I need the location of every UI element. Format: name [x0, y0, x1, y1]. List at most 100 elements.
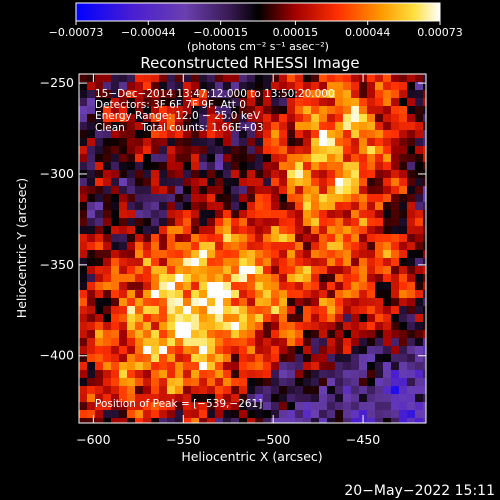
heatmap-cell [327, 346, 336, 355]
heatmap-cell [143, 98, 152, 107]
heatmap-cell [279, 290, 288, 299]
heatmap-cell [335, 290, 344, 299]
heatmap-cell [279, 218, 288, 227]
heatmap-cell [239, 394, 248, 403]
heatmap-cell [399, 338, 408, 347]
heatmap-cell [351, 378, 360, 387]
heatmap-cell [127, 234, 136, 243]
heatmap-cell [111, 418, 120, 423]
heatmap-cell [159, 306, 168, 315]
heatmap-cell [351, 114, 360, 123]
heatmap-cell [271, 242, 280, 251]
heatmap-cell [375, 290, 384, 299]
heatmap-cell [215, 90, 224, 99]
heatmap-cell [359, 90, 368, 99]
heatmap-cell [95, 234, 104, 243]
heatmap-cell [343, 154, 352, 163]
heatmap-cell [175, 362, 184, 371]
heatmap-cell [303, 274, 312, 283]
heatmap-cell [375, 402, 384, 411]
annotation-energy-range: Energy Range: 12.0 − 25.0 keV [95, 110, 261, 122]
heatmap-cell [327, 234, 336, 243]
heatmap-cell [407, 106, 416, 115]
heatmap-cell [327, 402, 336, 411]
heatmap-cell [111, 322, 120, 331]
heatmap-cell [127, 290, 136, 299]
heatmap-cell [335, 202, 344, 211]
heatmap-cell [87, 306, 96, 315]
heatmap-cell [183, 146, 192, 155]
heatmap-cell [295, 266, 304, 275]
heatmap-cell [287, 194, 296, 203]
heatmap-cell [175, 210, 184, 219]
heatmap-cell [199, 362, 208, 371]
heatmap-cell [103, 306, 112, 315]
heatmap-cell [199, 410, 208, 419]
heatmap-cell [383, 402, 392, 411]
heatmap-cell [383, 138, 392, 147]
heatmap-cell [247, 346, 256, 355]
heatmap-cell [367, 202, 376, 211]
heatmap-cell [367, 178, 376, 187]
heatmap-cell [319, 394, 328, 403]
heatmap-cell [95, 178, 104, 187]
heatmap-cell [215, 346, 224, 355]
heatmap-cell [271, 354, 280, 363]
heatmap-cell [279, 178, 288, 187]
heatmap-cell [351, 346, 360, 355]
heatmap-cell [151, 338, 160, 347]
heatmap-cell [135, 410, 144, 419]
heatmap-cell [335, 122, 344, 131]
heatmap-cell [359, 322, 368, 331]
heatmap-cell [255, 250, 264, 259]
heatmap-cell [191, 314, 200, 323]
heatmap-cell [143, 378, 152, 387]
heatmap-cell [423, 146, 426, 155]
heatmap-cell [231, 330, 240, 339]
heatmap-cell [87, 234, 96, 243]
heatmap-cell [375, 154, 384, 163]
heatmap-cell [183, 210, 192, 219]
heatmap-cell [223, 394, 232, 403]
heatmap-cell [319, 322, 328, 331]
heatmap-cell [127, 242, 136, 251]
heatmap-cell [159, 330, 168, 339]
heatmap-cell [311, 122, 320, 131]
heatmap-cell [255, 82, 264, 91]
heatmap-cell [391, 234, 400, 243]
heatmap-cell [255, 122, 264, 131]
heatmap-cell [119, 266, 128, 275]
heatmap-cell [143, 178, 152, 187]
heatmap-cell [119, 386, 128, 395]
heatmap-cell [391, 162, 400, 171]
heatmap-cell [215, 370, 224, 379]
heatmap-cell [335, 234, 344, 243]
heatmap-cell [207, 354, 216, 363]
heatmap-cell [255, 210, 264, 219]
heatmap-cell [119, 354, 128, 363]
heatmap-cell [151, 178, 160, 187]
heatmap-cell [319, 210, 328, 219]
heatmap-cell [319, 74, 328, 83]
heatmap-cell [87, 362, 96, 371]
heatmap-cell [327, 186, 336, 195]
heatmap-cell [183, 274, 192, 283]
heatmap-cell [79, 306, 88, 315]
heatmap-cell [295, 354, 304, 363]
heatmap-cell [343, 282, 352, 291]
heatmap-cell [295, 298, 304, 307]
heatmap-cell [423, 258, 426, 267]
heatmap-cell [295, 346, 304, 355]
heatmap-cell [207, 138, 216, 147]
heatmap-cell [271, 274, 280, 283]
heatmap-cell [215, 386, 224, 395]
heatmap-cell [311, 362, 320, 371]
heatmap-cell [375, 210, 384, 219]
heatmap-cell [159, 154, 168, 163]
heatmap-cell [391, 258, 400, 267]
heatmap-cell [327, 410, 336, 419]
heatmap-cell [327, 338, 336, 347]
heatmap-cell [255, 362, 264, 371]
heatmap-cell [359, 242, 368, 251]
heatmap-cell [351, 338, 360, 347]
